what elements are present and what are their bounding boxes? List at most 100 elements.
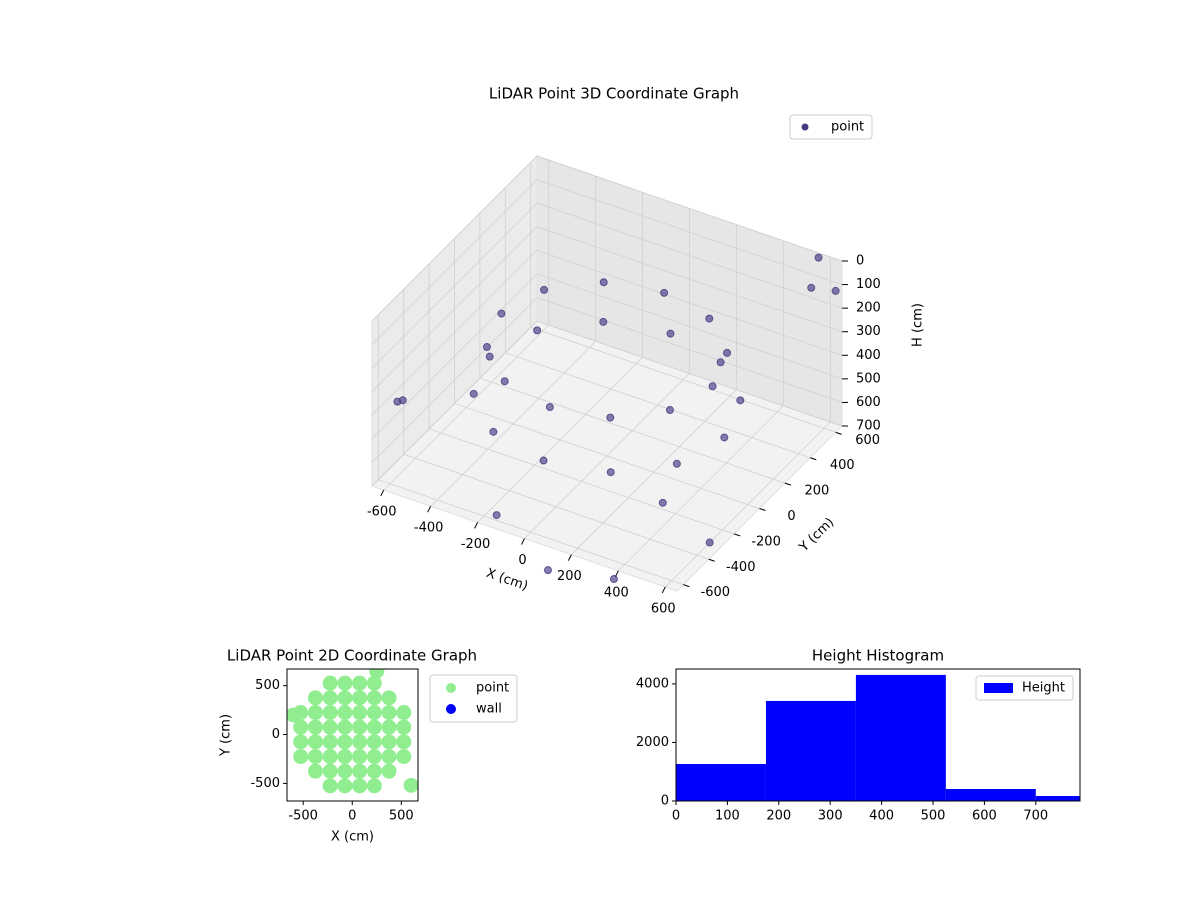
y-tick-label: 500 <box>255 678 280 693</box>
y-axis-label: Y (cm) <box>796 515 837 556</box>
point <box>352 719 368 735</box>
point <box>322 690 338 706</box>
point <box>720 433 729 442</box>
z-tick-label: 100 <box>856 277 881 292</box>
point <box>723 348 732 357</box>
point <box>660 288 669 297</box>
point <box>307 749 323 765</box>
point <box>337 675 353 691</box>
y-tick <box>759 508 766 511</box>
point <box>366 719 382 735</box>
x-axis-label: X (cm) <box>331 830 374 845</box>
point <box>492 511 501 520</box>
point <box>396 705 412 721</box>
axes-frame <box>286 668 419 802</box>
point <box>831 286 840 295</box>
point <box>381 734 397 750</box>
legend-marker <box>984 683 1013 693</box>
point <box>307 705 323 721</box>
y-tick-label: 0 <box>661 794 669 809</box>
x-tick-label: 0 <box>348 809 356 824</box>
plot-area <box>676 674 1080 801</box>
point <box>369 669 385 679</box>
point <box>403 777 418 793</box>
x-tick-label: 400 <box>604 585 629 600</box>
point <box>497 309 506 318</box>
y-tick-label: -600 <box>701 585 731 600</box>
point <box>381 705 397 721</box>
plot-area <box>287 669 418 794</box>
point <box>352 675 368 691</box>
point <box>500 377 509 386</box>
legend-marker <box>446 683 456 693</box>
point <box>665 405 674 414</box>
point <box>393 397 402 406</box>
x-tick-label: -200 <box>461 537 491 552</box>
bar <box>765 700 856 801</box>
x-tick-label: 600 <box>651 601 676 616</box>
axes-2d: point wall -500 0 500 -500 0 500 X (cm) Y (cm) LiD… <box>219 647 518 845</box>
point <box>672 459 681 468</box>
point <box>366 749 382 765</box>
legend-box <box>975 675 1074 701</box>
chart-title: Height Histogram <box>812 647 944 665</box>
point <box>485 352 494 361</box>
chart-title: LiDAR Point 3D Coordinate Graph <box>489 85 739 103</box>
x-tick-label: 100 <box>715 809 740 824</box>
chart-title: LiDAR Point 2D Coordinate Graph <box>227 647 477 665</box>
x-tick-label: -500 <box>288 809 318 824</box>
point <box>540 285 549 294</box>
point <box>366 675 382 691</box>
legend-marker <box>801 123 809 131</box>
point <box>606 468 615 477</box>
bar <box>945 789 1036 801</box>
point <box>609 575 618 584</box>
legend-label: point <box>831 120 864 135</box>
point <box>381 763 397 779</box>
point <box>666 329 675 338</box>
x-tick <box>474 522 479 529</box>
y-tick-label: 200 <box>804 484 829 499</box>
x-tick-label: -400 <box>414 521 444 536</box>
grid-line <box>371 296 843 463</box>
z-tick-label: 200 <box>856 301 881 316</box>
legend-box <box>429 674 518 723</box>
point <box>337 749 353 765</box>
legend-label: Height <box>1022 681 1065 696</box>
x-tick-label: 200 <box>766 809 791 824</box>
point <box>322 705 338 721</box>
z-tick-label: 700 <box>856 419 881 434</box>
point <box>716 358 725 367</box>
grid-line <box>371 179 843 345</box>
y-tick-label: -400 <box>726 560 756 575</box>
x-tick-label: 700 <box>1023 809 1048 824</box>
point <box>293 719 309 735</box>
bar <box>676 763 766 801</box>
z-tick-label: 600 <box>856 395 881 410</box>
point <box>366 763 382 779</box>
y-tick <box>784 482 792 486</box>
y-tick <box>708 558 715 562</box>
point <box>352 734 368 750</box>
y-tick <box>733 533 741 537</box>
point <box>482 342 491 351</box>
legend-label: wall <box>476 702 502 717</box>
x-tick-label: 0 <box>672 809 680 824</box>
y-tick-label: 2000 <box>636 735 669 750</box>
y-tick-label: -200 <box>751 534 781 549</box>
point <box>599 317 608 326</box>
x-tick-label: 300 <box>818 809 843 824</box>
point <box>708 382 717 391</box>
grid-line <box>371 320 843 487</box>
x-tick <box>661 586 666 594</box>
z-tick-label: 500 <box>856 371 881 386</box>
point <box>307 763 323 779</box>
y-tick <box>683 584 690 588</box>
y-axis-label: Y (cm) <box>219 714 234 757</box>
y-tick-label: 400 <box>830 458 855 473</box>
point <box>381 690 397 706</box>
point <box>545 403 554 412</box>
y-tick-label: 600 <box>855 433 880 448</box>
point <box>337 763 353 779</box>
point <box>381 719 397 735</box>
